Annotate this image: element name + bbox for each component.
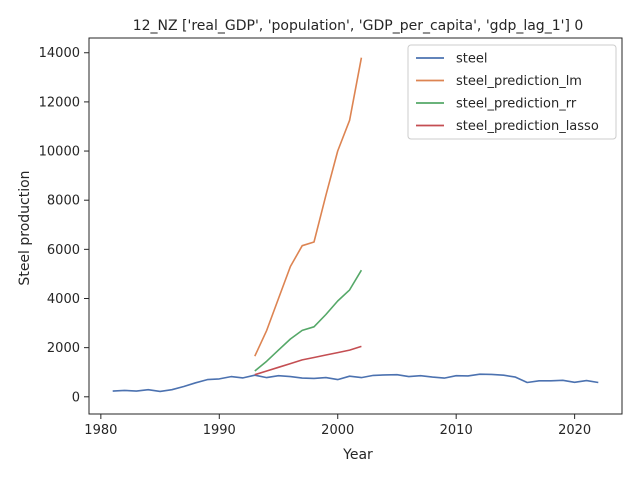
legend: steel steel_prediction_lm steel_prediction… [407, 44, 617, 140]
x-axis: 1980 1990 2000 2010 2020 [84, 414, 591, 438]
legend-label: steel_prediction_lm [456, 74, 582, 89]
x-axis-label: Year [342, 447, 373, 463]
y-tick-label: 12000 [39, 95, 80, 110]
y-tick-label: 6000 [47, 243, 80, 258]
series-line-steel_prediction_lm [254, 57, 363, 357]
y-tick-label: 0 [72, 390, 80, 405]
series-line-steel_prediction_rr [254, 269, 363, 372]
y-tick-label: 10000 [39, 145, 80, 160]
series-line-steel_prediction_lasso [254, 345, 362, 376]
y-tick-label: 4000 [47, 292, 80, 307]
x-tick-label: 1980 [84, 423, 117, 438]
y-tick-label: 2000 [47, 341, 80, 356]
y-axis: 0 2000 4000 6000 8000 10000 12000 14000 [39, 46, 89, 405]
plot-lines [112, 57, 599, 393]
legend-label: steel_prediction_lasso [456, 119, 599, 134]
chart-title: 12_NZ ['real_GDP', 'population', 'GDP_pe… [133, 18, 584, 34]
x-tick-label: 2000 [321, 423, 354, 438]
legend-label: steel_prediction_rr [456, 97, 577, 112]
x-tick-label: 2010 [440, 423, 473, 438]
x-tick-label: 2020 [558, 423, 591, 438]
series-line-steel [112, 373, 599, 393]
y-tick-label: 14000 [39, 46, 80, 61]
y-axis-label: Steel production [17, 170, 33, 285]
x-tick-label: 1990 [203, 423, 236, 438]
legend-box [407, 44, 617, 140]
legend-label: steel [456, 52, 487, 67]
plot-frame [88, 37, 623, 415]
y-tick-label: 8000 [47, 194, 80, 209]
